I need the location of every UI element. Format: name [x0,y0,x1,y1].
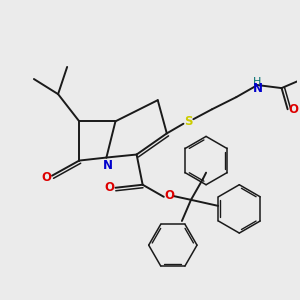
Text: O: O [41,171,51,184]
Text: O: O [104,181,114,194]
Text: O: O [289,103,299,116]
Text: N: N [103,159,113,172]
Text: H: H [253,77,262,87]
Text: N: N [252,82,262,94]
Text: O: O [164,189,174,202]
Text: S: S [184,115,192,128]
